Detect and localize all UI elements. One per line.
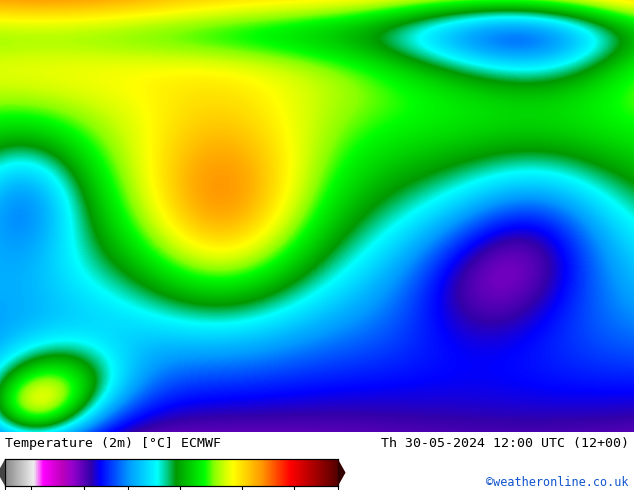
Polygon shape bbox=[338, 459, 346, 486]
Text: Th 30-05-2024 12:00 UTC (12+00): Th 30-05-2024 12:00 UTC (12+00) bbox=[381, 437, 629, 450]
Polygon shape bbox=[0, 459, 5, 486]
Text: Temperature (2m) [°C] ECMWF: Temperature (2m) [°C] ECMWF bbox=[5, 437, 221, 450]
Text: ©weatheronline.co.uk: ©weatheronline.co.uk bbox=[486, 476, 629, 489]
